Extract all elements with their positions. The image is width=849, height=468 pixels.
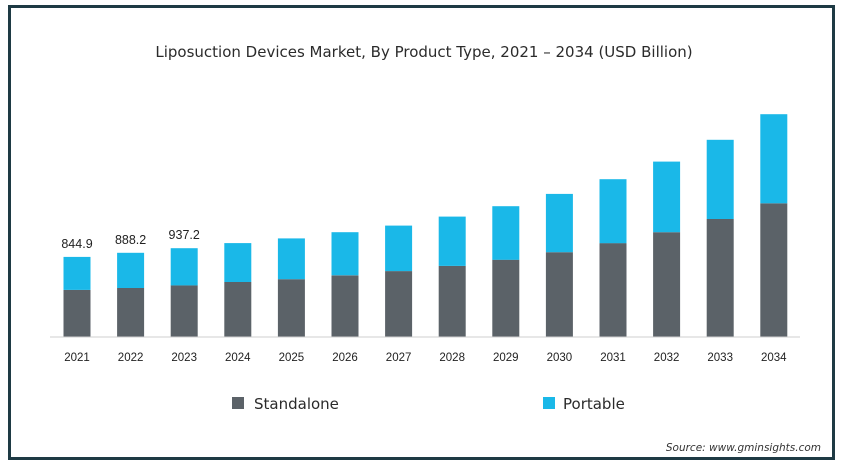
- bar-portable-2026: [331, 232, 359, 276]
- x-tick-label: 2026: [332, 352, 358, 364]
- bar-portable-2021: [63, 256, 91, 290]
- x-tick-label: 2024: [225, 352, 251, 364]
- bar-portable-2034: [760, 114, 788, 204]
- x-tick-label: 2032: [654, 352, 680, 364]
- x-tick-label: 2027: [386, 352, 412, 364]
- bar-standalone-2026: [331, 275, 359, 337]
- bar-standalone-2029: [492, 259, 520, 337]
- bar-standalone-2034: [760, 203, 788, 337]
- x-tick-label: 2034: [761, 352, 787, 364]
- bar-portable-2030: [545, 193, 573, 253]
- bar-standalone-2025: [277, 279, 305, 337]
- legend-swatch-standalone: [232, 397, 244, 409]
- legend: Standalone Portable: [232, 395, 625, 413]
- source-note: Source: www.gminsights.com: [666, 442, 821, 454]
- bar-standalone-2030: [545, 252, 573, 337]
- bar-portable-2029: [492, 206, 520, 260]
- data-label-2021: 844.9: [61, 237, 92, 251]
- x-tick-label: 2021: [64, 352, 90, 364]
- x-tick-label: 2029: [493, 352, 519, 364]
- bar-portable-2025: [277, 238, 305, 280]
- bar-standalone-2022: [117, 288, 145, 337]
- legend-label-portable: Portable: [563, 395, 625, 413]
- bar-standalone-2033: [706, 219, 734, 337]
- data-labels: 844.9 888.2 937.2: [61, 228, 200, 251]
- x-tick-label: 2033: [707, 352, 733, 364]
- data-label-2022: 888.2: [115, 233, 146, 247]
- legend-label-standalone: Standalone: [254, 395, 339, 413]
- chart-frame: [8, 5, 835, 460]
- bar-portable-2023: [170, 248, 198, 286]
- data-label-2023: 937.2: [169, 228, 200, 242]
- bar-standalone-2021: [63, 289, 91, 337]
- bar-standalone-2032: [653, 232, 681, 337]
- bar-standalone-2024: [224, 282, 252, 337]
- x-axis-ticks: 2021 2022 2023 2024 2025 2026 2027 2028 2029 2030…: [64, 352, 787, 364]
- bar-standalone-2027: [385, 271, 413, 337]
- bar-portable-2028: [438, 216, 466, 266]
- legend-swatch-portable: [543, 397, 555, 409]
- x-tick-label: 2025: [279, 352, 305, 364]
- bar-standalone-2023: [170, 285, 198, 337]
- bars-layer: [63, 114, 788, 337]
- bar-standalone-2028: [438, 265, 466, 337]
- x-tick-label: 2028: [439, 352, 465, 364]
- bar-portable-2031: [599, 179, 627, 244]
- bar-standalone-2031: [599, 243, 627, 337]
- chart-title: Liposuction Devices Market, By Product T…: [155, 43, 692, 61]
- bar-portable-2022: [117, 252, 145, 288]
- bar-portable-2032: [653, 161, 681, 233]
- x-tick-label: 2023: [171, 352, 197, 364]
- bar-portable-2024: [224, 243, 252, 282]
- bar-portable-2033: [706, 139, 734, 219]
- x-tick-label: 2022: [118, 352, 144, 364]
- x-tick-label: 2031: [600, 352, 626, 364]
- bar-portable-2027: [385, 225, 413, 272]
- x-tick-label: 2030: [547, 352, 573, 364]
